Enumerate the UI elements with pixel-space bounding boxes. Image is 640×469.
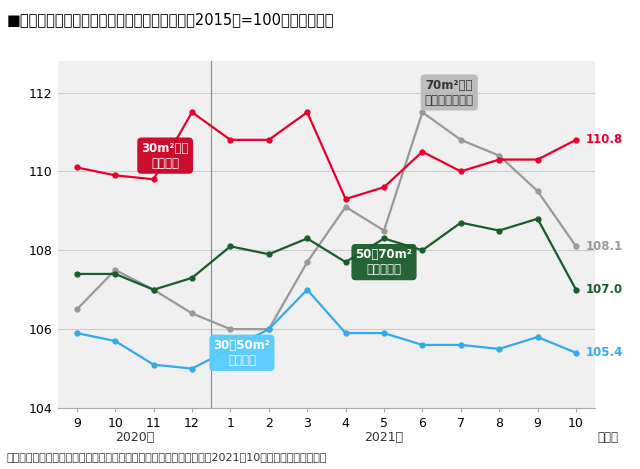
Text: （月）: （月） xyxy=(597,431,618,444)
Text: 50〜70m²
ファミリー: 50〜70m² ファミリー xyxy=(356,248,412,276)
Text: 105.4: 105.4 xyxy=(586,346,623,359)
Text: 2020年: 2020年 xyxy=(115,431,154,444)
Text: 107.0: 107.0 xyxy=(586,283,623,296)
Text: ■名古屋市－マンション平均家賃指数の推移（2015年=100としたもの）: ■名古屋市－マンション平均家賃指数の推移（2015年=100としたもの） xyxy=(6,12,334,27)
Text: 30〜50m²
カップル: 30〜50m² カップル xyxy=(214,339,270,367)
Text: 30m²未満
シングル: 30m²未満 シングル xyxy=(141,142,189,170)
Text: 108.1: 108.1 xyxy=(586,240,623,253)
Text: 110.8: 110.8 xyxy=(586,133,623,146)
Text: 2021年: 2021年 xyxy=(364,431,404,444)
Text: 出典：全国主要都市の「賃貸マンション・アパート」募集家賃動向（2021年10月）アットホーム調べ: 出典：全国主要都市の「賃貸マンション・アパート」募集家賃動向（2021年10月）… xyxy=(6,452,327,462)
Text: 70m²以上
大型ファミリー: 70m²以上 大型ファミリー xyxy=(425,78,474,106)
